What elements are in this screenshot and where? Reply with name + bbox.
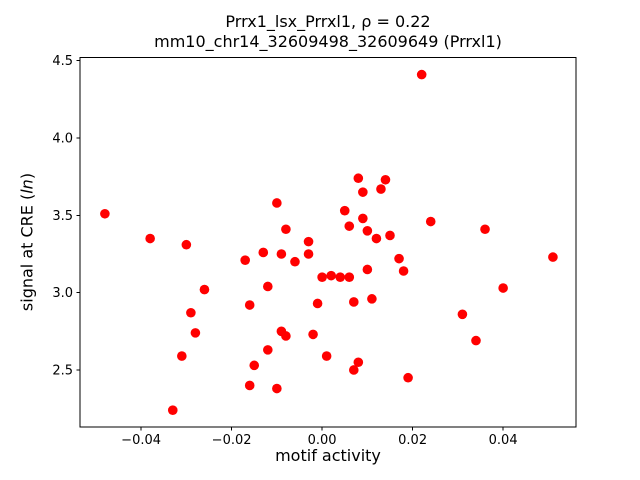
data-point [290,256,300,267]
y-tick-label: 2.5 [52,363,73,378]
data-point [398,266,409,276]
y-axis-label-suffix: ) [17,172,37,180]
data-point [362,264,373,275]
data-point [403,372,413,383]
data-point [358,187,368,197]
data-point [349,365,359,375]
data-point [272,198,282,208]
data-point [263,281,273,292]
data-point [385,230,395,241]
data-point [548,252,558,262]
data-point [263,345,273,355]
axes-frame [79,57,577,428]
data-point [312,298,323,309]
data-point [167,405,178,415]
data-point [339,205,350,216]
data-point [376,184,386,194]
data-point [199,284,210,295]
y-axis-label-italic: ln [17,179,37,194]
data-point [321,351,332,361]
data-point [190,328,201,338]
data-point [240,255,250,265]
data-point [344,272,355,282]
data-point [276,249,287,259]
data-point [303,249,314,259]
y-tick-label: 3.5 [52,209,73,224]
y-tick-label: 3.0 [52,286,73,301]
y-axis-label: signal at CRE (ln) [18,173,37,311]
data-point [416,69,427,80]
data-point [177,351,187,361]
x-axis-label: motif activity [275,446,381,465]
data-point [326,270,336,281]
data-point [362,226,373,236]
x-tick-label: 0.00 [308,433,337,448]
data-point [394,253,404,264]
data-point [498,283,508,293]
data-point [425,216,436,227]
data-point [244,300,255,310]
chart-title: Prrx1_lsx_Prrxl1, ρ = 0.22 mm10_chr14_32… [80,12,576,52]
x-tick-label: −0.04 [121,433,161,448]
data-point [353,357,364,368]
data-point [303,236,314,247]
data-point [471,335,481,346]
y-tick-label: 4.5 [52,54,73,69]
axis-ticks: −0.04 −0.02 0.00 0.02 0.04 2.5 3.0 3.5 4.0 4.5 [52,54,517,448]
data-point [249,360,260,371]
data-point [367,294,377,304]
data-point [308,329,318,340]
data-point [281,331,291,341]
chart-title-line1: Prrx1_lsx_Prrxl1, ρ = 0.22 [225,12,431,31]
x-tick-label: −0.02 [212,433,252,448]
data-point [358,213,368,224]
y-axis-label-prefix: signal at CRE ( [17,193,37,312]
data-point [457,309,468,320]
data-point [344,221,355,231]
chart-title-line2: mm10_chr14_32609498_32609649 (Prrxl1) [154,32,502,51]
scatter-points [100,69,558,415]
data-point [145,233,155,244]
y-tick-label: 4.0 [52,132,73,147]
data-point [272,383,282,394]
x-tick-label: 0.02 [398,433,427,448]
data-point [181,239,192,250]
data-point [186,307,196,318]
x-tick-label: 0.04 [489,433,518,448]
data-point [480,224,490,235]
data-point [371,233,382,244]
data-point [244,380,255,391]
data-point [380,174,391,185]
data-point [281,224,291,235]
data-point [353,173,364,184]
data-point [317,272,327,282]
data-point [100,208,110,219]
data-point [258,247,269,258]
data-point [349,297,359,307]
data-point [335,272,346,282]
